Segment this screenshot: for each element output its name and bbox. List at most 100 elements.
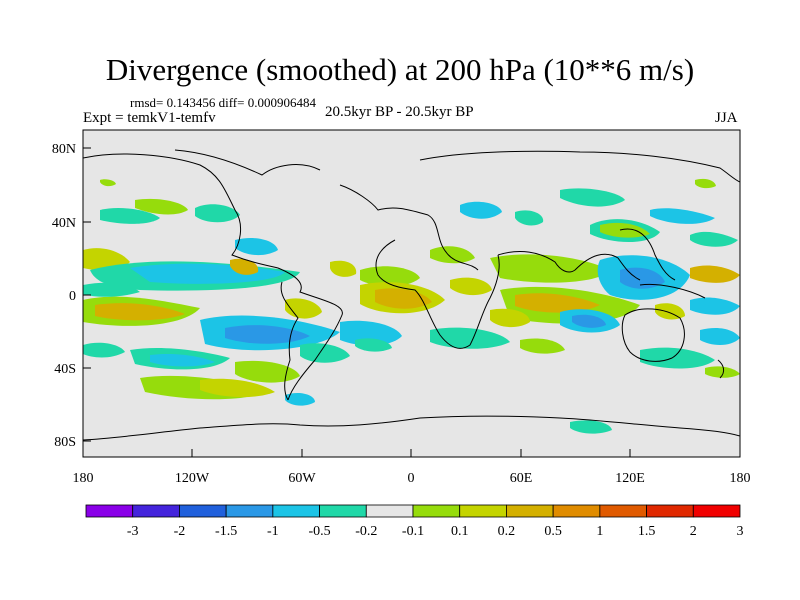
colorbar-label: 0.2 <box>498 524 516 539</box>
lat-label: 40S <box>54 362 76 377</box>
anomaly-patch <box>330 260 357 277</box>
anomaly-field <box>83 178 740 434</box>
anomaly-patch <box>655 303 685 320</box>
lat-label: 40N <box>52 216 76 231</box>
anomaly-patch <box>83 282 140 297</box>
colorbar-swatch <box>85 504 134 518</box>
colorbar-label: 3 <box>737 524 744 539</box>
eurasia-north <box>419 150 740 183</box>
colorbar-swatch <box>692 504 741 518</box>
anomaly-patch <box>640 347 715 369</box>
colorbar-swatch <box>225 504 274 518</box>
lon-ticks <box>82 449 741 457</box>
colorbar-label: 0.1 <box>451 524 469 539</box>
anomaly-patch <box>515 293 600 313</box>
lon-label: 120E <box>615 471 645 486</box>
south-asia-coast <box>497 251 641 281</box>
east-asia-coast <box>619 228 676 281</box>
anomaly-patch <box>572 314 606 328</box>
anomaly-patch <box>83 342 125 358</box>
season-label: JJA <box>715 110 738 126</box>
colorbar-label: 2 <box>690 524 697 539</box>
anomaly-patch <box>135 198 188 215</box>
anomaly-patch <box>235 238 278 256</box>
colorbar-label: -1.5 <box>215 524 237 539</box>
stats-text: rmsd= 0.143456 diff= 0.000906484 <box>130 95 316 110</box>
colorbar-label: -0.5 <box>308 524 330 539</box>
anomaly-patch <box>430 327 510 349</box>
period-label: 20.5kyr BP - 20.5kyr BP <box>325 104 474 120</box>
lat-label: 0 <box>69 289 76 304</box>
maritime-continent <box>639 283 706 299</box>
anomaly-patch <box>430 246 475 264</box>
anomaly-patch <box>600 222 650 238</box>
new-zealand <box>717 359 725 379</box>
lat-label: 80N <box>52 142 76 157</box>
lon-label: 180 <box>730 471 751 486</box>
colorbar-swatch <box>646 504 694 518</box>
colorbar-swatch <box>365 504 414 518</box>
anomaly-patch <box>195 204 240 223</box>
colorbar-swatch <box>552 504 601 518</box>
colorbar-swatch <box>599 504 647 518</box>
experiment-label: Expt = temkV1-temfv <box>83 110 216 126</box>
europe-africa-north <box>339 184 479 271</box>
anomaly-patch <box>95 303 185 321</box>
colorbar-swatch <box>272 504 320 518</box>
colorbar-swatch <box>412 504 461 518</box>
anomaly-patch <box>690 265 740 283</box>
colorbar-label: 1.5 <box>638 524 656 539</box>
map-title: Divergence (smoothed) at 200 hPa (10**6 … <box>105 52 695 87</box>
colorbar-labels: -3 -2 -1.5 -1 -0.5 -0.2 -0.1 0.1 0.2 0.5 1 1.5 2 3 <box>127 524 744 539</box>
antarctica <box>83 415 740 441</box>
anomaly-patch <box>490 254 610 283</box>
lon-label: 120W <box>175 471 210 486</box>
colorbar-swatch <box>319 504 367 518</box>
anomaly-patch <box>700 327 740 345</box>
anomaly-patch <box>570 420 612 434</box>
colorbar <box>85 504 741 518</box>
coastlines <box>83 149 740 441</box>
anomaly-patch <box>490 308 530 328</box>
colorbar-label: 0.5 <box>544 524 562 539</box>
lon-label: 60W <box>288 471 316 486</box>
americas-coast <box>83 153 343 401</box>
colorbar-label: -2 <box>174 524 186 539</box>
anomaly-patch <box>520 338 565 354</box>
colorbar-label: 1 <box>596 524 603 539</box>
anomaly-patch <box>150 353 215 367</box>
anomaly-patch <box>560 188 625 207</box>
colorbar-label: -1 <box>267 524 279 539</box>
anomaly-patch <box>340 320 402 346</box>
anomaly-patch <box>450 277 492 296</box>
anomaly-patch <box>225 325 310 344</box>
anomaly-patch <box>100 207 160 224</box>
anomaly-patch <box>460 201 502 219</box>
colorbar-swatch <box>506 504 554 518</box>
anomaly-patch <box>690 297 740 315</box>
anomaly-patch <box>690 231 738 247</box>
lat-label: 80S <box>54 435 76 450</box>
anomaly-patch <box>300 343 350 363</box>
anomaly-patch <box>200 378 275 398</box>
anomaly-patch <box>100 179 116 187</box>
anomaly-patch <box>705 366 740 378</box>
colorbar-label: -0.1 <box>402 524 424 539</box>
anomaly-patch <box>285 392 315 406</box>
colorbar-label: -3 <box>127 524 139 539</box>
anomaly-patch <box>235 360 300 383</box>
colorbar-swatch <box>459 504 507 518</box>
anomaly-patch <box>695 178 716 189</box>
lon-label: 60E <box>510 471 533 486</box>
north-coast <box>174 149 321 176</box>
south-america-west <box>280 281 299 401</box>
africa-coast <box>375 239 500 349</box>
anomaly-patch <box>515 210 544 226</box>
colorbar-swatch <box>179 504 227 518</box>
anomaly-patch <box>230 258 259 275</box>
anomaly-patch <box>620 267 665 289</box>
anomaly-patch <box>650 208 715 224</box>
anomaly-patch <box>355 338 392 352</box>
australia <box>621 308 685 362</box>
